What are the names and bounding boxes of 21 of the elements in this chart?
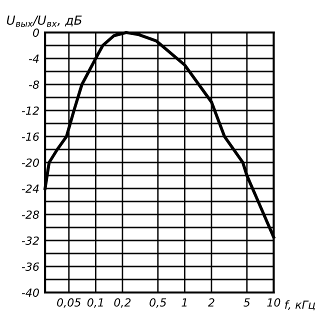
y-tick-label: -36 (22, 262, 40, 271)
y-tick-label: -32 (22, 236, 39, 245)
x-axis-title: f, кГц (285, 300, 315, 310)
x-tick-label: 2 (208, 298, 214, 306)
y-tick-label: -28 (22, 210, 40, 219)
y-tick-label: -12 (22, 106, 39, 115)
x-tick-label: 0,1 (87, 298, 103, 308)
x-tick-label: 5 (244, 298, 250, 307)
y-tick-label: -40 (22, 288, 39, 297)
x-tick-label: 1 (182, 298, 187, 306)
x-tick-label: 0,05 (57, 298, 81, 308)
y-axis-title: U$_{вых}$/U$_{вх}$, дБ (6, 16, 82, 27)
y-tick-label: -20 (22, 158, 39, 167)
y-tick-label: 0 (33, 28, 39, 37)
x-tick-label: 10 (267, 298, 280, 307)
y-tick-label: -24 (22, 184, 39, 193)
y-tick-label: -8 (28, 80, 40, 89)
y-tick-label: -16 (22, 132, 40, 141)
x-tick-label: 0,5 (150, 298, 166, 308)
x-tick-label: 0,2 (114, 298, 131, 308)
y-tick-label: -4 (28, 54, 39, 63)
